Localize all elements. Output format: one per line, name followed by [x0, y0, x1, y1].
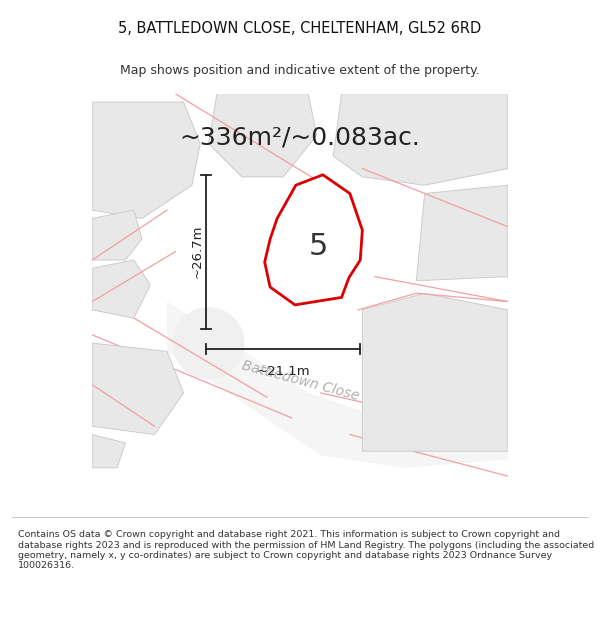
Text: ~336m²/~0.083ac.: ~336m²/~0.083ac.	[179, 126, 421, 149]
Text: Battledown Close: Battledown Close	[240, 358, 360, 403]
Text: 5: 5	[309, 232, 328, 261]
Polygon shape	[362, 293, 508, 451]
Polygon shape	[92, 434, 125, 468]
Text: Map shows position and indicative extent of the property.: Map shows position and indicative extent…	[120, 64, 480, 77]
Polygon shape	[333, 94, 508, 185]
Text: 5, BATTLEDOWN CLOSE, CHELTENHAM, GL52 6RD: 5, BATTLEDOWN CLOSE, CHELTENHAM, GL52 6R…	[118, 21, 482, 36]
Polygon shape	[92, 343, 184, 434]
Polygon shape	[265, 175, 362, 305]
Polygon shape	[92, 210, 142, 260]
Polygon shape	[92, 260, 151, 318]
Text: ~26.7m: ~26.7m	[191, 225, 204, 279]
Polygon shape	[92, 102, 200, 218]
Polygon shape	[209, 94, 317, 177]
Circle shape	[173, 308, 244, 379]
Polygon shape	[416, 185, 508, 281]
Text: Contains OS data © Crown copyright and database right 2021. This information is : Contains OS data © Crown copyright and d…	[18, 530, 594, 571]
Text: ~21.1m: ~21.1m	[257, 365, 310, 378]
Polygon shape	[275, 194, 354, 292]
Polygon shape	[167, 301, 508, 468]
